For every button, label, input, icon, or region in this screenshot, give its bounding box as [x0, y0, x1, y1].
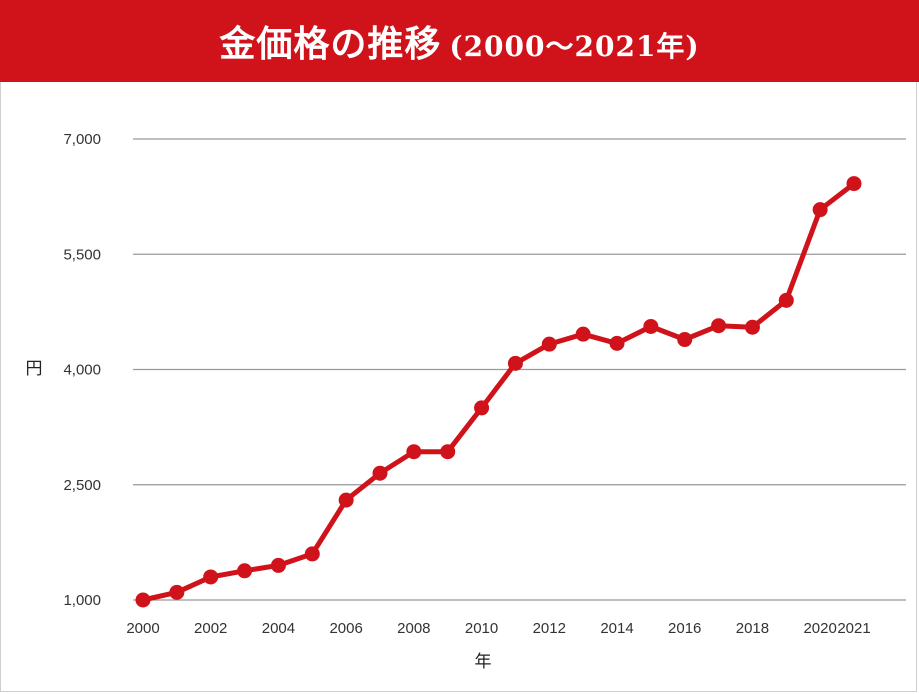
x-tick-label: 2000 [126, 620, 159, 637]
data-point-2013 [575, 326, 591, 342]
title-band: 金価格の推移 (2000〜2021年) [0, 0, 919, 82]
data-point-2017 [711, 318, 727, 334]
x-tick-label: 2020 [803, 620, 836, 637]
data-point-2004 [270, 557, 286, 573]
data-point-2006 [338, 492, 354, 508]
data-point-2008 [406, 444, 422, 460]
data-point-2014 [609, 335, 625, 351]
data-point-2003 [237, 563, 253, 579]
chart-title-main: 金価格の推移 [219, 23, 442, 65]
data-point-2002 [203, 569, 219, 585]
x-tick-label: 2002 [194, 620, 227, 637]
y-tick-label: 2,500 [63, 477, 101, 494]
x-tick-label: 2021 [837, 620, 870, 637]
data-point-2005 [304, 546, 320, 562]
y-tick-label: 1,000 [63, 592, 101, 609]
x-tick-label: 2010 [465, 620, 498, 637]
y-tick-label: 5,500 [63, 246, 101, 263]
data-point-2018 [744, 319, 760, 335]
x-tick-label: 2016 [668, 620, 701, 637]
x-tick-label: 2004 [262, 620, 295, 637]
x-tick-label: 2012 [533, 620, 566, 637]
x-tick-label: 2018 [736, 620, 769, 637]
x-axis-label: 年 [475, 652, 492, 672]
y-tick-label: 4,000 [63, 362, 101, 379]
data-point-2019 [778, 292, 794, 308]
x-axis-ticks: 2000 2002 2004 2006 2008 2010 2012 2014 2016 2018… [126, 620, 870, 637]
data-point-2016 [677, 332, 693, 348]
data-point-2011 [507, 355, 523, 371]
chart-title-range: (2000〜2021年) [449, 30, 700, 63]
data-point-2001 [169, 584, 185, 600]
data-point-2009 [440, 444, 456, 460]
data-point-2012 [541, 336, 557, 352]
data-point-2007 [372, 465, 388, 481]
chart-title: 金価格の推移 (2000〜2021年) [219, 15, 699, 67]
y-axis-ticks: 1,000 2,500 4,000 5,500 7,000 [63, 131, 101, 609]
data-point-2010 [474, 400, 490, 416]
x-tick-label: 2014 [600, 620, 633, 637]
x-tick-label: 2008 [397, 620, 430, 637]
series-gold-price [135, 176, 862, 608]
data-point-2000 [135, 592, 151, 608]
y-axis-label: 円 [26, 359, 43, 379]
data-point-2020 [812, 202, 828, 218]
data-point-2021 [846, 176, 862, 192]
series-line [140, 181, 857, 603]
y-tick-label: 7,000 [63, 131, 101, 148]
data-point-2015 [643, 318, 659, 334]
x-tick-label: 2006 [329, 620, 362, 637]
